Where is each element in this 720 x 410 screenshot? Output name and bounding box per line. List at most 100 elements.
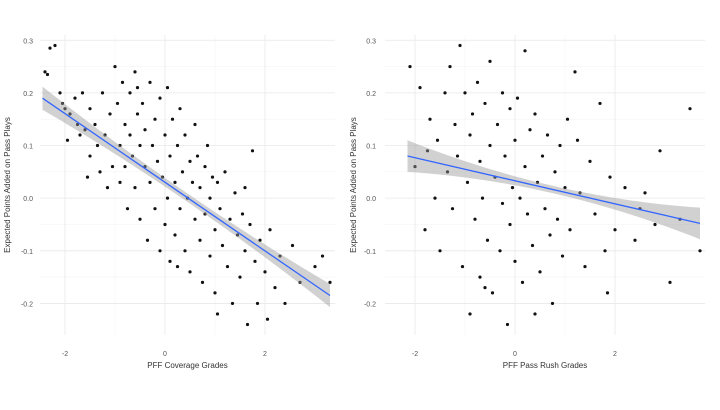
data-point <box>195 154 200 158</box>
data-point <box>178 107 182 111</box>
data-point <box>73 96 77 100</box>
data-point <box>138 217 142 221</box>
data-point <box>250 149 255 153</box>
data-point <box>238 275 242 279</box>
data-point <box>213 228 217 232</box>
data-point <box>170 117 175 121</box>
data-point <box>180 170 185 174</box>
data-point <box>208 196 212 200</box>
data-point <box>508 222 512 227</box>
data-point <box>558 143 562 148</box>
data-point <box>263 270 267 274</box>
data-point <box>460 264 465 269</box>
x-tick-label: 2 <box>263 351 267 358</box>
data-point <box>118 143 122 148</box>
y-tick-label: 0.3 <box>366 38 376 45</box>
data-point <box>105 186 110 190</box>
data-point <box>278 254 282 258</box>
data-point <box>413 164 417 169</box>
data-point <box>138 143 142 148</box>
data-point <box>248 222 252 227</box>
data-point <box>95 143 100 148</box>
x-axis-label: PFF Coverage Grades <box>147 361 227 370</box>
data-point <box>483 286 487 290</box>
data-point <box>560 254 565 258</box>
data-point <box>225 264 230 269</box>
data-point <box>568 228 572 232</box>
data-point <box>505 322 510 327</box>
data-point <box>328 280 332 284</box>
data-point <box>143 128 147 132</box>
data-point <box>478 275 482 279</box>
data-point <box>60 101 65 106</box>
data-point <box>265 317 270 321</box>
data-point <box>470 112 475 116</box>
data-point <box>183 133 187 137</box>
data-point <box>218 207 222 211</box>
passrush-panel: -0.2 -0.1 0.0 0.1 0.2 0.3 -2 0 2 PFF Pass Rush Gr… <box>349 35 705 370</box>
data-point <box>68 112 72 116</box>
data-point <box>593 212 597 216</box>
data-point <box>45 72 50 77</box>
y-tick-label: 0.0 <box>366 196 376 203</box>
data-point <box>65 138 70 142</box>
data-point <box>268 228 272 232</box>
data-point <box>165 86 170 90</box>
data-point <box>495 122 500 127</box>
data-point <box>435 138 440 142</box>
data-point <box>423 228 427 232</box>
data-point <box>418 86 422 90</box>
data-point <box>148 80 152 84</box>
data-point <box>643 191 647 195</box>
data-point <box>108 112 112 116</box>
x-tick-label: -2 <box>412 351 418 358</box>
data-point <box>150 143 155 148</box>
y-tick-label: 0.1 <box>23 144 33 151</box>
data-point <box>283 301 287 306</box>
data-point <box>75 122 80 127</box>
x-tick-label: 2 <box>613 351 617 358</box>
data-point <box>478 159 482 163</box>
data-point <box>433 196 437 200</box>
data-point <box>135 86 140 90</box>
data-point <box>653 222 657 227</box>
data-point <box>198 238 202 242</box>
data-point <box>110 164 115 169</box>
data-point <box>53 43 57 48</box>
data-point <box>215 180 220 184</box>
data-point <box>475 80 480 84</box>
data-point <box>113 64 117 69</box>
data-point <box>200 280 205 284</box>
data-point <box>608 175 612 179</box>
data-point <box>128 91 132 95</box>
data-point <box>513 138 517 142</box>
data-point <box>490 291 495 295</box>
data-point <box>273 286 277 290</box>
data-point <box>168 154 172 158</box>
data-point <box>485 238 490 242</box>
data-point <box>598 101 602 106</box>
data-point <box>173 180 177 184</box>
data-point <box>520 280 525 284</box>
data-point <box>463 91 467 95</box>
y-tick-label: 0.1 <box>366 144 376 151</box>
x-tick-label: -2 <box>62 351 68 358</box>
data-point <box>163 133 167 137</box>
data-point <box>175 143 180 148</box>
data-point <box>140 101 145 106</box>
data-point <box>190 180 195 184</box>
data-point <box>63 107 67 111</box>
data-point <box>525 212 530 216</box>
data-point <box>550 301 555 306</box>
data-point <box>205 143 210 148</box>
data-point <box>245 322 250 327</box>
data-point <box>623 186 627 190</box>
data-point <box>468 312 472 316</box>
data-point <box>688 107 692 111</box>
data-point <box>498 249 502 253</box>
data-point <box>243 186 247 190</box>
data-point <box>173 233 177 237</box>
grid <box>40 35 335 335</box>
